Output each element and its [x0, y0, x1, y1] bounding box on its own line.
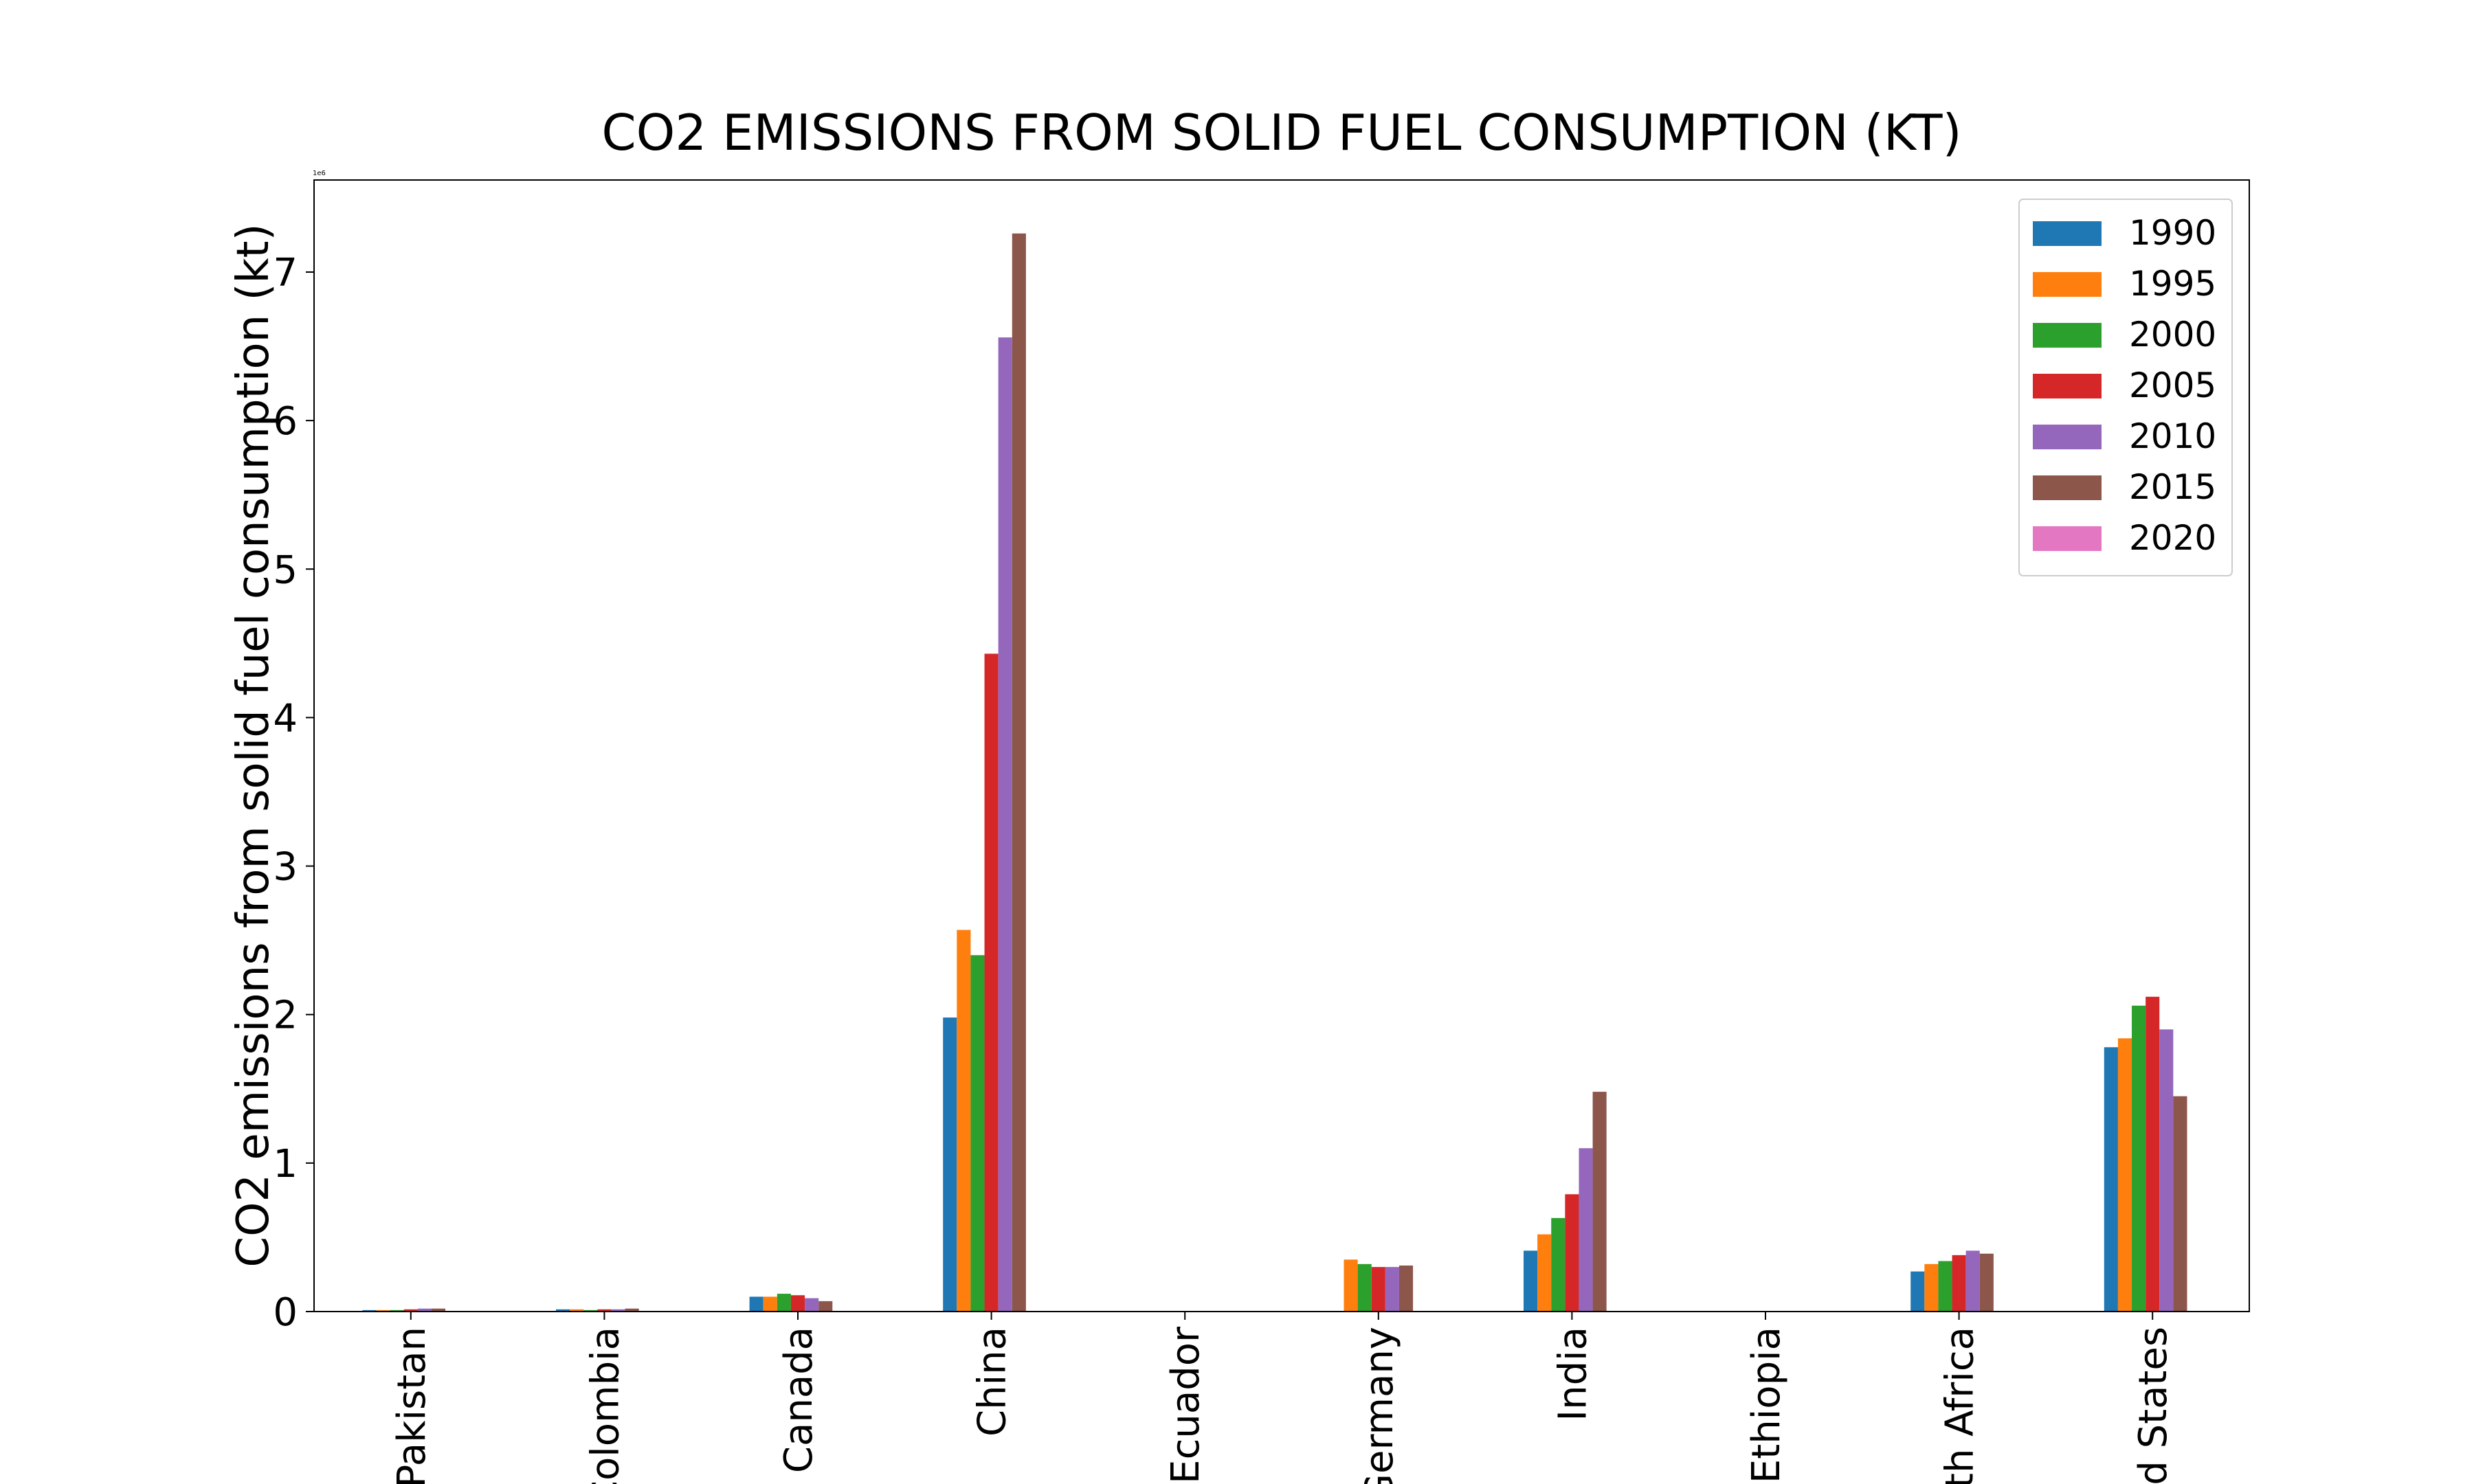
- x-tick-label: Germany: [1357, 1327, 1402, 1484]
- y-tick-label: 6: [273, 399, 298, 444]
- bar: [2173, 1096, 2187, 1312]
- bar: [403, 1309, 418, 1312]
- bar: [749, 1296, 764, 1312]
- legend-swatch: [2033, 221, 2102, 246]
- y-tick-label: 3: [273, 845, 298, 890]
- bar: [763, 1296, 777, 1312]
- legend-swatch: [2033, 526, 2102, 551]
- bar: [1012, 233, 1026, 1312]
- bar: [1965, 1250, 1980, 1312]
- bar: [570, 1309, 584, 1312]
- bar: [1938, 1261, 1952, 1312]
- legend-swatch: [2033, 374, 2102, 398]
- bar: [1344, 1259, 1358, 1312]
- x-tick-label: United States: [2131, 1327, 2176, 1484]
- legend-label: 2010: [2129, 416, 2216, 456]
- bar: [1524, 1250, 1538, 1312]
- bar: [390, 1309, 404, 1312]
- bar: [583, 1309, 598, 1312]
- bar: [1398, 1265, 1414, 1312]
- x-tick-label: Pakistan: [390, 1327, 434, 1484]
- bar: [2104, 1047, 2118, 1312]
- bar: [417, 1308, 432, 1312]
- x-tick-label: China: [970, 1327, 1015, 1437]
- bar: [611, 1309, 625, 1312]
- plot-frame: [313, 179, 2250, 1312]
- bar: [984, 653, 999, 1312]
- x-tick-label: Colombia: [583, 1327, 627, 1484]
- bar: [431, 1308, 446, 1312]
- bar: [1537, 1234, 1552, 1312]
- bar: [777, 1294, 791, 1312]
- y-tick-label: 7: [273, 251, 298, 295]
- y-tick-label: 0: [273, 1290, 298, 1335]
- bar: [1979, 1253, 1994, 1312]
- bar: [625, 1308, 639, 1312]
- bar: [1551, 1217, 1565, 1312]
- bar: [1565, 1194, 1579, 1312]
- bar: [1385, 1267, 1399, 1312]
- y-offset-label: 1e6: [313, 170, 326, 177]
- bar: [998, 337, 1012, 1312]
- x-tick-label: Ecuador: [1163, 1326, 1208, 1484]
- bar: [2117, 1038, 2132, 1312]
- bar: [957, 930, 971, 1312]
- bar: [790, 1295, 805, 1312]
- bar: [1592, 1092, 1607, 1312]
- y-tick-label: 5: [273, 548, 298, 592]
- bar: [1924, 1263, 1939, 1312]
- bar: [2132, 1005, 2146, 1312]
- legend-swatch: [2033, 475, 2102, 500]
- bar: [805, 1298, 819, 1312]
- bar: [1371, 1267, 1385, 1312]
- x-tick-label: India: [1550, 1327, 1595, 1421]
- legend-swatch: [2033, 323, 2102, 348]
- bar: [943, 1018, 957, 1312]
- bar: [556, 1309, 570, 1312]
- bar: [970, 955, 985, 1312]
- x-tick-label: Ethiopia: [1744, 1327, 1789, 1483]
- legend-label: 1995: [2129, 264, 2216, 304]
- legend-label: 2015: [2129, 467, 2216, 507]
- bar: [597, 1309, 612, 1312]
- x-tick-label: South Africa: [1938, 1327, 1983, 1484]
- bar: [2146, 996, 2160, 1312]
- legend-label: 2020: [2129, 518, 2216, 558]
- y-tick-label: 1: [273, 1142, 298, 1187]
- bar: [1357, 1263, 1372, 1312]
- bar: [1579, 1148, 1593, 1312]
- bar: [2159, 1029, 2174, 1312]
- legend-swatch: [2033, 425, 2102, 449]
- y-axis-label: CO2 emissions from solid fuel consumptio…: [228, 223, 279, 1267]
- bar: [376, 1309, 390, 1312]
- bar: [818, 1301, 833, 1312]
- legend-label: 1990: [2129, 213, 2216, 253]
- x-tick-label: Canada: [777, 1327, 821, 1473]
- y-tick-label: 4: [273, 696, 298, 741]
- chart-title: CO2 EMISSIONS FROM SOLID FUEL CONSUMPTIO…: [601, 104, 1961, 161]
- y-tick-label: 2: [273, 993, 298, 1038]
- legend-label: 2000: [2129, 315, 2216, 355]
- bar: [1910, 1271, 1925, 1312]
- bar: [362, 1309, 377, 1312]
- legend-label: 2005: [2129, 366, 2216, 405]
- bar: [1952, 1255, 1966, 1312]
- legend-swatch: [2033, 272, 2102, 297]
